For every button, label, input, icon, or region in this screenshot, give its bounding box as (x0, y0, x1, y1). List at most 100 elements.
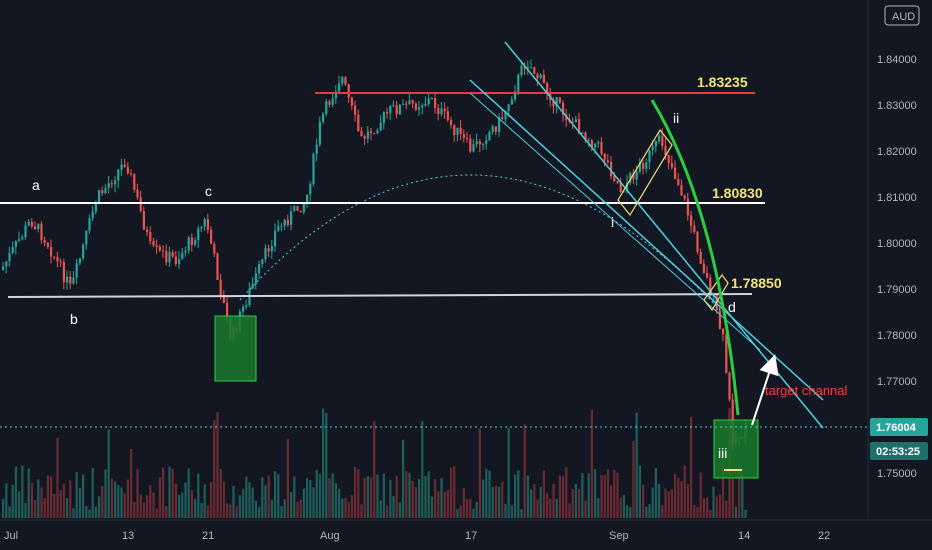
volume-bar (555, 498, 558, 518)
volume-bar (82, 474, 85, 518)
candle-body (456, 127, 459, 136)
candle-body (267, 248, 270, 252)
candle-body (213, 243, 216, 254)
volume-bar (392, 496, 395, 518)
candle-body (658, 135, 661, 142)
candle-body (424, 103, 427, 106)
candle-body (94, 202, 97, 212)
demand-zone-july (214, 315, 257, 382)
volume-bar (690, 416, 693, 518)
volume-bar (309, 480, 312, 518)
candle-body (360, 130, 363, 137)
candle-body (539, 74, 542, 79)
volume-bar (174, 483, 177, 518)
candle-body (53, 256, 56, 258)
volume-bar (568, 503, 571, 518)
volume-bar (494, 485, 497, 518)
candle-body (200, 226, 203, 229)
volume-bar (542, 470, 545, 518)
candle-body (88, 218, 91, 231)
candle-body (450, 119, 453, 125)
candle-body (638, 162, 641, 172)
candle-body (296, 206, 299, 211)
volume-bar (267, 475, 270, 518)
volume-bar (658, 484, 661, 518)
volume-bar (405, 470, 408, 518)
candle-body (562, 102, 565, 115)
volume-bar (338, 488, 341, 518)
volume-bar (133, 501, 136, 518)
candle-body (622, 191, 625, 193)
volume-bar (610, 485, 613, 518)
volume-bar (587, 473, 590, 518)
volume-bar (594, 469, 597, 518)
volume-bar (229, 504, 232, 518)
candle-body (325, 101, 328, 114)
volume-bar (462, 488, 465, 518)
volume-bar (344, 497, 347, 518)
candle-body (309, 183, 312, 195)
candle-body (571, 121, 574, 123)
candle-body (488, 131, 491, 141)
support-line-1-78850[interactable] (7, 293, 753, 298)
target-channel-note: target channal (765, 383, 848, 398)
volume-bar (242, 489, 245, 518)
volume-bar (181, 492, 184, 518)
candle-body (683, 195, 686, 199)
volume-bar (347, 502, 350, 518)
candle-body (178, 258, 181, 264)
volume-bar (43, 498, 46, 518)
candle-body (466, 138, 469, 140)
candle-body (66, 276, 69, 283)
candle-body (718, 310, 721, 329)
channel-upper-line[interactable] (504, 41, 824, 429)
candle-body (117, 169, 120, 181)
candle-body (334, 91, 337, 99)
x-tick-21: 21 (202, 530, 214, 542)
wave-label-i: i (611, 214, 614, 230)
candle-body (50, 247, 53, 257)
volume-bar (136, 469, 139, 518)
candle-body (642, 162, 645, 169)
volume-bar (5, 483, 8, 518)
candle-body (498, 117, 501, 132)
y-tick-7: 1.78000 (877, 330, 917, 342)
volume-bar (210, 482, 213, 518)
candle-body (421, 105, 424, 108)
label-1-83235: 1.83235 (697, 74, 748, 90)
volume-bar (238, 495, 241, 518)
candle-body (277, 226, 280, 231)
candle-body (149, 232, 152, 241)
volume-bar (549, 498, 552, 518)
candle-body (130, 173, 133, 175)
volume-bar (645, 506, 648, 518)
volume-bars (2, 407, 747, 518)
volume-bar (491, 486, 494, 518)
candle-body (286, 219, 289, 225)
volume-bar (635, 412, 638, 518)
candle-body (136, 189, 139, 198)
volume-bar (520, 509, 523, 518)
volume-bar (245, 476, 248, 518)
volume-bar (14, 466, 17, 518)
candle-body (162, 250, 165, 252)
candle-body (350, 97, 353, 106)
wave-label-d: d (728, 299, 736, 315)
candle-body (142, 211, 145, 230)
channel-middle-line[interactable] (469, 79, 824, 401)
candle-body (338, 83, 341, 92)
volume-bar (62, 483, 65, 518)
volume-bar (53, 493, 56, 518)
volume-bar (456, 508, 459, 518)
volume-bar (469, 498, 472, 518)
volume-bar (155, 508, 158, 518)
currency-badge[interactable] (884, 5, 920, 26)
candle-body (264, 248, 267, 260)
volume-bar (626, 505, 629, 518)
candle-body (443, 108, 446, 112)
volume-bar (120, 487, 123, 518)
candle-body (155, 245, 158, 248)
volume-bar (686, 484, 689, 518)
volume-bar (674, 473, 677, 518)
